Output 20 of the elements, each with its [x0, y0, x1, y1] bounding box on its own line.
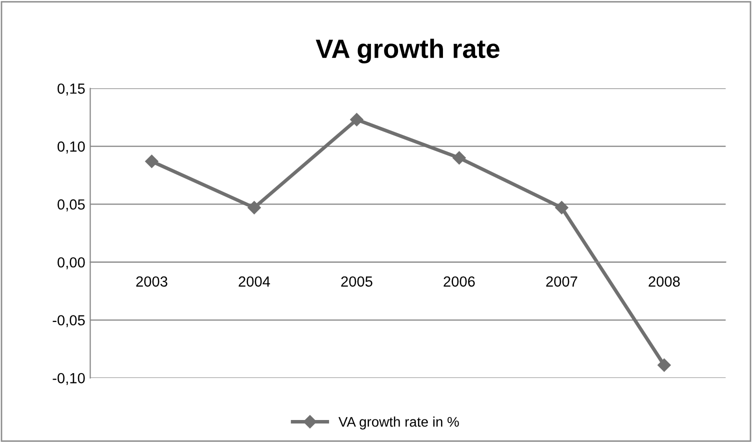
y-tick-label: -0,05 — [52, 315, 85, 328]
point — [452, 151, 466, 164]
point — [658, 358, 671, 372]
x-tick-label: 2006 — [444, 276, 475, 287]
y-tick-label: 0,00 — [58, 257, 85, 270]
y-tick-label: 0,15 — [58, 84, 85, 96]
point — [248, 201, 261, 214]
x-tick-label: 2003 — [136, 276, 168, 287]
x-tick-label: 2005 — [341, 276, 372, 287]
point — [350, 113, 364, 126]
y-tick-label: 0,10 — [58, 141, 85, 154]
x-tick-label: 2004 — [238, 276, 270, 287]
point — [145, 154, 158, 168]
x-tick-label: 2008 — [648, 276, 680, 287]
chart-title: VA growth rate — [316, 38, 500, 64]
y-tick-label: 0,05 — [58, 199, 85, 212]
legend-label: VA growth rate in % — [338, 416, 459, 430]
point — [555, 201, 568, 214]
x-tick-label: 2007 — [546, 276, 578, 287]
y-tick-label: -0,10 — [52, 373, 85, 386]
